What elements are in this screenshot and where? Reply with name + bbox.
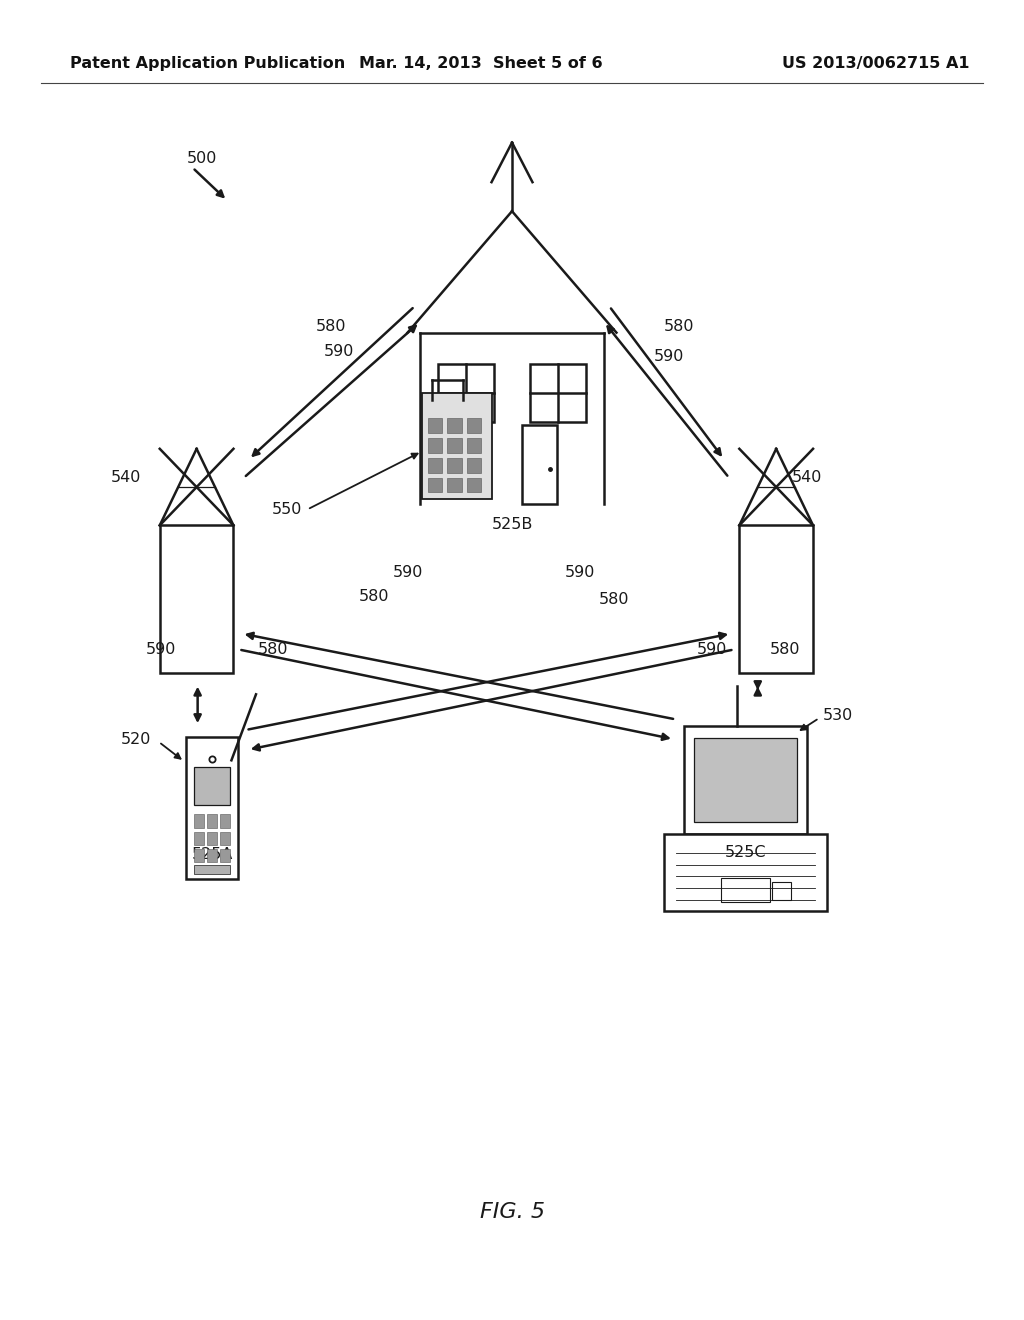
Bar (422, 393, 492, 499)
Bar (438, 364, 494, 422)
Bar (467, 438, 481, 453)
Bar (220, 849, 230, 862)
Bar (428, 438, 442, 453)
Text: 590: 590 (696, 642, 727, 657)
Bar (467, 418, 481, 433)
Bar (694, 738, 797, 822)
Bar (447, 438, 462, 453)
Bar (194, 832, 204, 845)
Bar (447, 478, 462, 492)
Bar (664, 834, 827, 911)
Text: 525A: 525A (191, 847, 232, 862)
Bar (160, 525, 233, 673)
Text: 580: 580 (770, 642, 801, 657)
Bar (530, 364, 586, 422)
Text: 590: 590 (653, 348, 684, 364)
Bar (207, 849, 217, 862)
Bar (428, 478, 442, 492)
Text: 550: 550 (271, 502, 302, 517)
Text: 520: 520 (121, 731, 152, 747)
Bar (220, 814, 230, 828)
Text: 580: 580 (315, 318, 346, 334)
Bar (467, 478, 481, 492)
Bar (684, 726, 807, 834)
Bar (194, 865, 230, 874)
Text: 525C: 525C (725, 845, 766, 859)
Text: 580: 580 (258, 642, 289, 657)
Bar (207, 832, 217, 845)
Bar (721, 878, 770, 902)
Text: Patent Application Publication: Patent Application Publication (70, 55, 345, 71)
Text: 530: 530 (822, 708, 853, 723)
Text: 540: 540 (792, 470, 822, 486)
Text: 590: 590 (145, 642, 176, 657)
Text: 590: 590 (392, 565, 423, 581)
Bar (186, 737, 238, 879)
Bar (447, 458, 462, 473)
Bar (428, 458, 442, 473)
Bar (194, 767, 230, 805)
Text: 525B: 525B (492, 517, 532, 532)
Text: FIG. 5: FIG. 5 (479, 1201, 545, 1222)
Bar (739, 525, 813, 673)
Bar (522, 425, 557, 504)
Text: 580: 580 (599, 591, 630, 607)
Text: US 2013/0062715 A1: US 2013/0062715 A1 (781, 55, 970, 71)
Bar (194, 849, 204, 862)
Text: 580: 580 (664, 318, 694, 334)
Text: 590: 590 (324, 343, 354, 359)
Bar (772, 882, 791, 900)
Bar (467, 458, 481, 473)
Text: Mar. 14, 2013  Sheet 5 of 6: Mar. 14, 2013 Sheet 5 of 6 (359, 55, 603, 71)
Text: 500: 500 (186, 150, 217, 166)
Text: 540: 540 (111, 470, 141, 486)
Bar (428, 418, 442, 433)
Bar (207, 814, 217, 828)
Bar (220, 832, 230, 845)
Text: 580: 580 (358, 589, 389, 605)
Bar (194, 814, 204, 828)
Text: 590: 590 (564, 565, 595, 581)
Bar (447, 418, 462, 433)
